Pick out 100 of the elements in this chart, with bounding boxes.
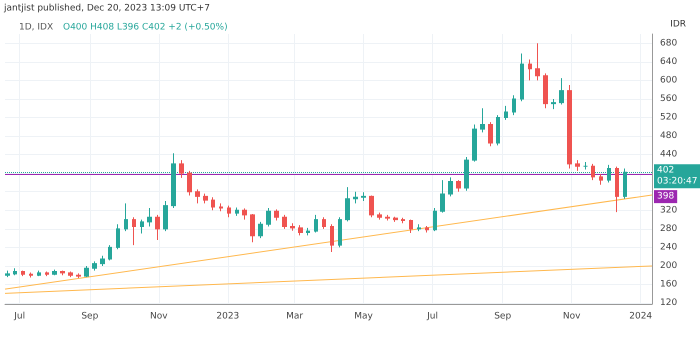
x-tick-label: Jul <box>13 312 26 322</box>
candlestick <box>543 72 548 109</box>
y-tick-label: 640 <box>660 56 678 67</box>
candlestick <box>599 174 603 186</box>
candlestick <box>187 170 192 196</box>
candlestick <box>496 114 500 146</box>
candlestick <box>377 212 382 220</box>
x-tick-label: Jul <box>426 312 438 322</box>
candlestick <box>512 94 516 116</box>
y-tick-label: 680 <box>660 38 678 48</box>
candlestick <box>37 270 41 277</box>
chart-title: 1D, IDX <box>19 22 54 32</box>
x-tick-label: 2023 <box>216 312 240 322</box>
candlestick <box>163 200 168 232</box>
candlestick <box>615 166 619 213</box>
candlestick <box>567 84 572 170</box>
candlestick <box>559 78 564 106</box>
candlestick <box>258 221 263 239</box>
y-tick-label: 320 <box>660 205 678 216</box>
y-tick-label: 240 <box>660 242 678 252</box>
candlestick <box>92 260 97 272</box>
y-tick-label: 160 <box>660 280 678 290</box>
y-tick-label: 280 <box>660 224 678 234</box>
candlestick <box>203 193 208 204</box>
candlestick <box>488 122 493 147</box>
candlestick <box>179 160 184 178</box>
candlestick <box>528 59 532 81</box>
y-tick-label: 600 <box>660 75 678 86</box>
candlestick <box>417 224 421 232</box>
candlestick <box>583 162 588 170</box>
candlestick <box>84 265 89 278</box>
candlestick <box>155 214 160 240</box>
y-tick-label: 200 <box>660 260 678 271</box>
candlestick <box>140 219 144 234</box>
candlestick <box>520 52 524 102</box>
candlestick <box>147 207 152 228</box>
candlestick <box>322 216 326 230</box>
candlestick <box>100 255 105 266</box>
candlestick <box>211 196 215 211</box>
chart-subtitle: O400 H408 L396 C402 +2 (+0.50%) <box>63 22 228 32</box>
ref-line-label: 398 <box>657 192 674 202</box>
candlestick <box>330 224 334 253</box>
x-tick-label: Mar <box>286 312 304 322</box>
candlestick <box>551 98 556 110</box>
candlestick <box>290 222 295 232</box>
candlestick <box>227 205 231 218</box>
candlestick <box>575 160 580 172</box>
candlestick <box>480 108 485 133</box>
candlestick <box>219 202 223 212</box>
candlestick <box>535 42 540 81</box>
y-tick-label: 440 <box>660 150 678 160</box>
candlestick <box>433 207 437 232</box>
candlestick <box>76 272 81 279</box>
candlestick <box>385 214 390 221</box>
candlestick <box>45 271 49 277</box>
candlestick <box>401 217 405 224</box>
y-tick-label: 520 <box>660 112 678 123</box>
candlestick <box>29 272 33 278</box>
candlestick <box>132 216 136 246</box>
candlestick <box>250 214 255 243</box>
candlestick <box>195 188 200 204</box>
text: IDR <box>670 20 686 30</box>
x-tick-label: 2024 <box>629 312 652 322</box>
candlestick <box>314 214 318 234</box>
candlestick <box>456 180 461 192</box>
candlestick <box>361 192 366 202</box>
text: jantjist published, Dec 20, 2023 13:09 UTC+7 <box>3 4 210 14</box>
x-tick-label: Nov <box>562 312 582 322</box>
candlestick <box>68 271 73 278</box>
candlestick <box>52 269 57 276</box>
x-tick-label: Sep <box>81 312 99 322</box>
candlestick <box>409 219 413 234</box>
candlestick <box>440 180 445 214</box>
candlestick <box>108 244 112 261</box>
candlestick <box>472 124 477 162</box>
candlestick <box>282 214 287 230</box>
candlestick <box>345 186 350 222</box>
candlestick <box>116 224 120 250</box>
y-tick-label: 120 <box>660 298 678 308</box>
candlestick <box>448 176 453 197</box>
candlestick <box>393 216 398 222</box>
candlestick <box>60 270 65 276</box>
candlestick <box>5 270 10 278</box>
candlestick <box>338 216 342 248</box>
candlestick <box>21 270 25 277</box>
candlestick <box>274 208 279 221</box>
x-tick-label: Sep <box>494 312 512 322</box>
candlestick <box>306 227 310 236</box>
y-tick-label: 560 <box>660 94 678 104</box>
ref-line-label: 402 03:20:47 <box>657 166 698 187</box>
candlestick <box>353 191 358 204</box>
candlestick <box>13 268 17 276</box>
candlestick <box>504 105 508 120</box>
candlestick <box>369 194 374 218</box>
candlestick <box>591 163 595 181</box>
candlestick <box>242 208 247 220</box>
candlestick <box>235 207 239 216</box>
candlestick <box>298 224 303 236</box>
x-tick-label: Nov <box>150 312 168 322</box>
x-tick-label: May <box>354 312 374 322</box>
